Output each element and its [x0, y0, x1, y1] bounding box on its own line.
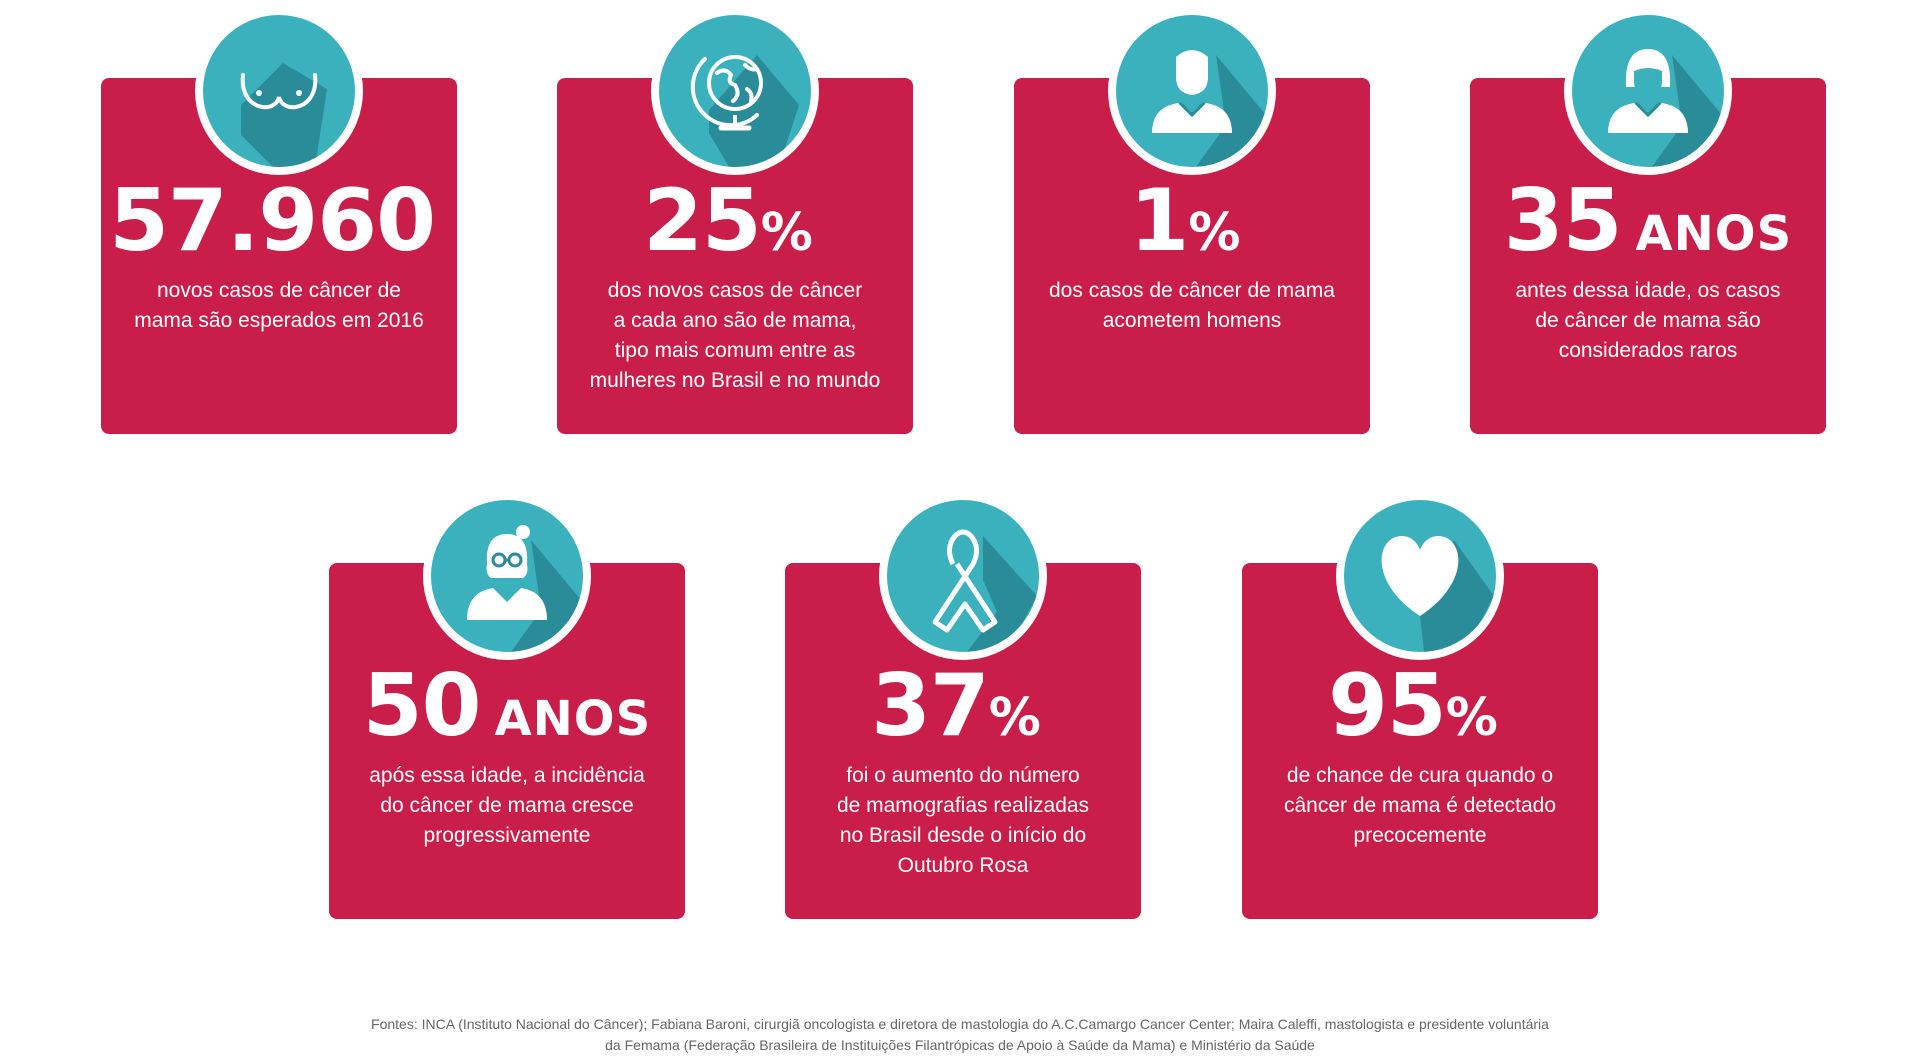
stat-card-percentage-new-cases: 25% dos novos casos de câncer a cada ano… [557, 7, 913, 434]
sources-footer: Fontes: INCA (Instituto Nacional do Cânc… [280, 1014, 1640, 1056]
stat-card-mammography-increase: 37% foi o aumento do número de mamografi… [785, 492, 1141, 919]
stat-value: 50 ANOS [362, 656, 652, 756]
stat-description: foi o aumento do número de mamografias r… [836, 764, 1090, 877]
stat-description: dos novos casos de câncer a cada ano são… [589, 279, 881, 392]
sources-line: Fontes: INCA (Instituto Nacional do Cânc… [371, 1016, 1549, 1032]
stat-value: 37% [871, 656, 1041, 756]
icon-badge [1108, 7, 1276, 175]
globe-icon [659, 15, 811, 167]
stat-card-men-cases: 1% dos casos de câncer de mama acometem … [1014, 7, 1370, 434]
elderly-woman-icon [431, 500, 583, 652]
stat-card-age-50: 50 ANOS após essa idade, a incidência do … [329, 492, 685, 919]
stat-description: de chance de cura quando o câncer de mam… [1284, 764, 1556, 847]
icon-badge [423, 492, 591, 660]
stat-value: 25% [643, 171, 813, 271]
stat-card-age-35: 35 ANOS antes dessa idade, os casos de câ… [1470, 7, 1826, 434]
heart-icon [1344, 500, 1496, 652]
stat-value: 57.960 [109, 171, 436, 271]
stat-description: após essa idade, a incidência do câncer … [369, 764, 645, 847]
stat-card-new-cases: 57.960 novos casos de câncer de mama são… [101, 7, 457, 434]
sources-line: da Femama (Federação Brasileira de Insti… [605, 1037, 1315, 1053]
stat-value: 95% [1328, 656, 1498, 756]
stat-card-cure-chance: 95% de chance de cura quando o câncer de… [1242, 492, 1598, 919]
icon-badge [1564, 7, 1732, 175]
icon-badge [879, 492, 1047, 660]
icon-badge [651, 7, 819, 175]
woman-icon [1572, 15, 1724, 167]
stat-value: 1% [1129, 171, 1241, 271]
ribbon-icon [887, 500, 1039, 652]
breast-icon [203, 15, 355, 167]
icon-badge [1336, 492, 1504, 660]
man-icon [1116, 15, 1268, 167]
stat-description: antes dessa idade, os casos de câncer de… [1515, 279, 1781, 362]
stat-description: novos casos de câncer de mama são espera… [134, 279, 424, 332]
stat-description: dos casos de câncer de mama acometem hom… [1049, 279, 1335, 332]
icon-badge [195, 7, 363, 175]
stat-value: 35 ANOS [1503, 171, 1793, 271]
